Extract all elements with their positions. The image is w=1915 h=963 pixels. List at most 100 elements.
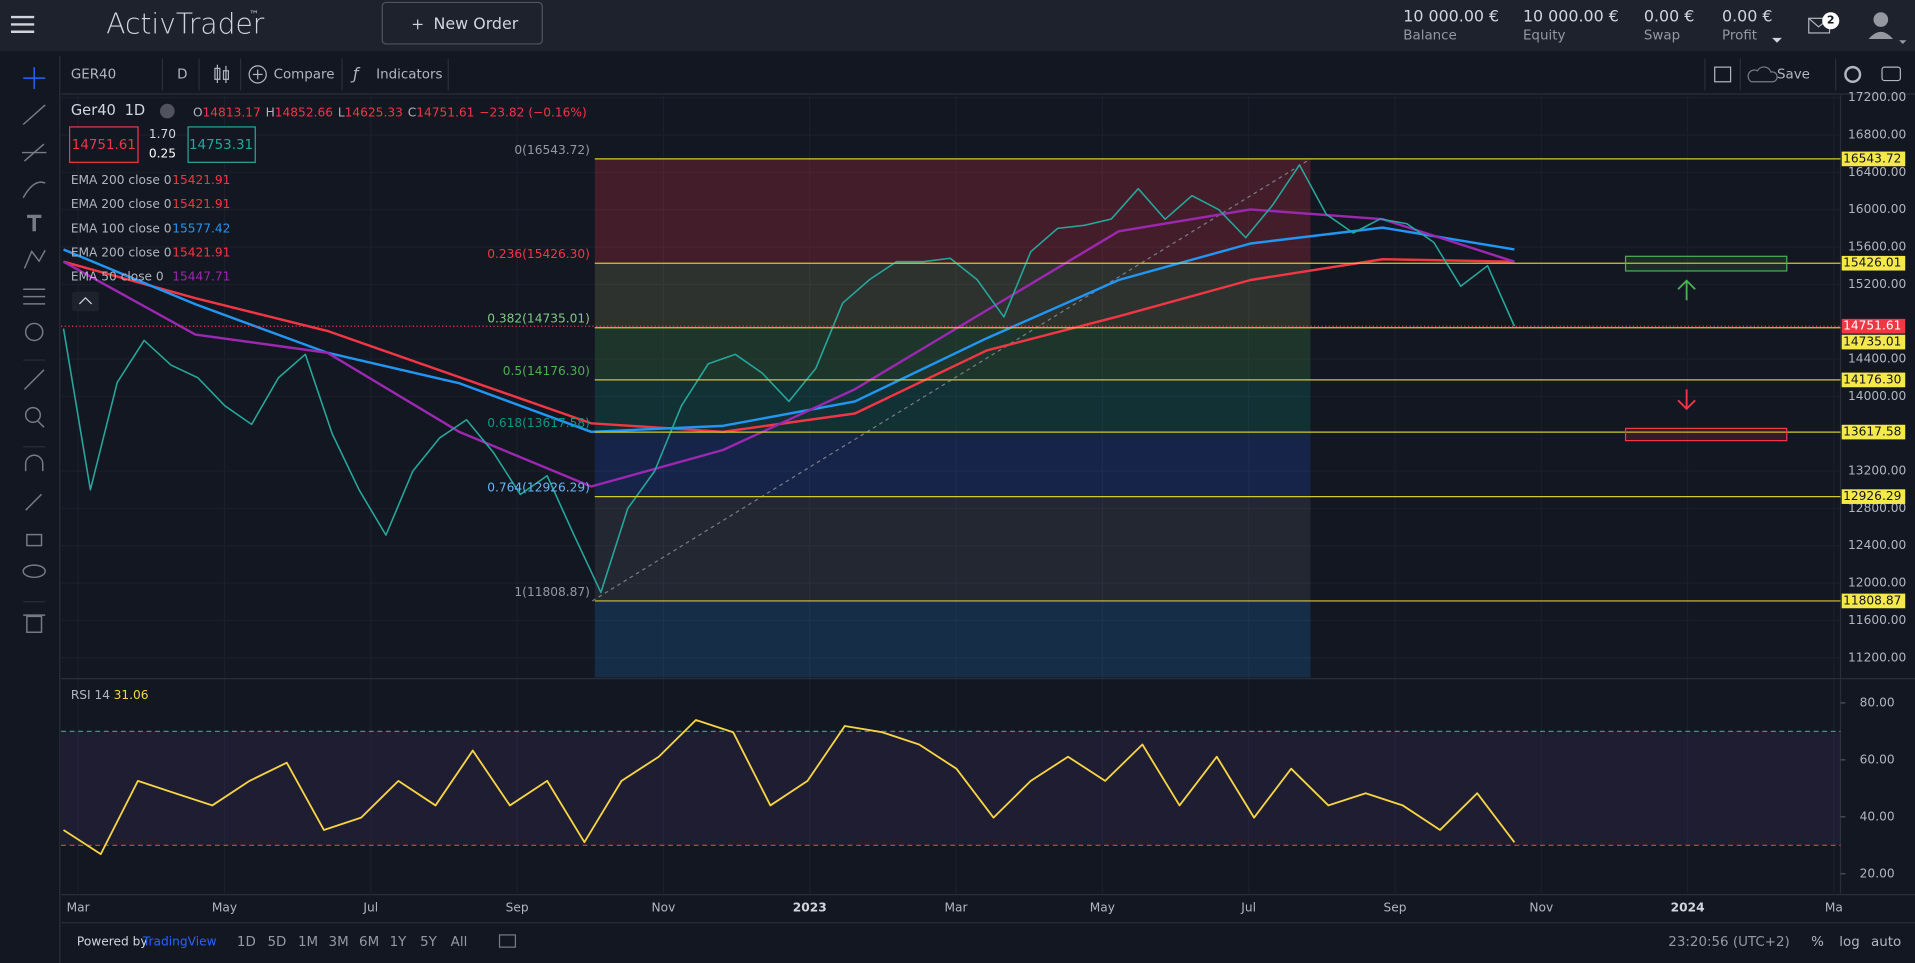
stat-label: Profit — [1722, 28, 1757, 43]
x-tick-label: Mar — [67, 901, 91, 915]
auto-toggle[interactable]: auto — [1871, 935, 1901, 950]
compare-label[interactable]: Compare — [274, 67, 335, 82]
y-tick-label: 11200.00 — [1848, 650, 1906, 664]
y-tick-label: 12400.00 — [1848, 538, 1906, 552]
x-tick-label: Mar — [945, 901, 969, 915]
bid[interactable]: 14751.61 — [72, 138, 136, 153]
stat-value: 10 000.00 € — [1403, 7, 1499, 26]
last-price-label: 14751.61 — [1843, 319, 1901, 333]
x-tick-label: Jul — [362, 901, 378, 915]
save-label[interactable]: Save — [1777, 67, 1810, 82]
y-tick-label: 13200.00 — [1848, 464, 1906, 478]
fib-zone — [595, 432, 1311, 497]
stat-value: 0.00 € — [1722, 7, 1772, 26]
range-button[interactable]: 1Y — [390, 935, 408, 950]
stat-value: 0.00 € — [1644, 7, 1694, 26]
indicator-name: EMA 200 close 0 — [71, 245, 172, 259]
y-tick-label: 16400.00 — [1848, 165, 1906, 179]
stat-label: Balance — [1403, 28, 1457, 43]
x-tick-label: 2023 — [793, 901, 827, 915]
indicator-value: 15421.91 — [172, 245, 230, 259]
x-tick-label: Nov — [1529, 901, 1553, 915]
y-tick-label: 15600.00 — [1848, 240, 1906, 254]
new-order-label[interactable]: New Order — [434, 14, 519, 33]
y-tick-label: 15200.00 — [1848, 277, 1906, 291]
ohlc: O14813.17H14852.66L14625.33C14751.61−23.… — [193, 105, 587, 119]
top-bar — [0, 0, 1915, 51]
range-button[interactable]: 1M — [298, 935, 318, 950]
rsi-tick-label: 40.00 — [1860, 809, 1895, 823]
fib-label: 0(16543.72) — [514, 143, 589, 157]
indicators-label[interactable]: Indicators — [376, 67, 442, 82]
rsi-label: RSI 14 — [71, 688, 110, 702]
legend-symbol: Ger40 — [71, 102, 116, 119]
stop-box[interactable] — [1626, 428, 1787, 440]
fib-extension — [595, 601, 1311, 677]
fib-tag-label: 16543.72 — [1843, 151, 1901, 165]
ohlc-key: O — [193, 105, 203, 119]
y-tick-label: 12000.00 — [1848, 576, 1906, 590]
ohlc-value: 14751.61 — [416, 105, 474, 119]
indicator-value: 15447.71 — [172, 270, 230, 284]
rsi-tick-label: 80.00 — [1860, 695, 1895, 709]
y-tick-label: 17200.00 — [1848, 90, 1906, 104]
collapse-legend[interactable] — [72, 292, 99, 312]
range-button[interactable]: 5Y — [420, 935, 438, 950]
ohlc-value: 14813.17 — [203, 105, 261, 119]
x-tick-label: May — [1090, 901, 1115, 915]
powered-by: Powered by — [77, 935, 148, 949]
fib-label: 0.764(12926.29) — [487, 481, 590, 495]
fib-tag-label: 15426.01 — [1843, 256, 1901, 270]
fib-label: 0.618(13617.58) — [487, 416, 590, 430]
notification-count: 2 — [1827, 14, 1835, 27]
fib-tag-label: 14176.30 — [1843, 372, 1901, 386]
fib-tag-label: 13617.58 — [1843, 425, 1901, 439]
x-tick-label: Sep — [506, 901, 529, 915]
rsi-value: 31.06 — [114, 688, 149, 702]
log-toggle[interactable]: log — [1839, 935, 1859, 950]
percent-toggle[interactable]: % — [1811, 935, 1824, 950]
y-tick-label: 11600.00 — [1848, 613, 1906, 627]
ohlc-key: C — [408, 105, 417, 119]
stat-label: Swap — [1644, 28, 1680, 43]
fib-label: 0.236(15426.30) — [487, 247, 590, 261]
range-button[interactable]: 3M — [329, 935, 349, 950]
y-tick-label: 16800.00 — [1848, 127, 1906, 141]
ohlc-change: −23.82 (−0.16%) — [479, 105, 586, 119]
indicator-name: EMA 100 close 0 — [71, 221, 172, 235]
x-tick-label: Ma — [1825, 901, 1843, 915]
ohlc-value: 14852.66 — [275, 105, 333, 119]
indicator-name: EMA 200 close 0 — [71, 197, 172, 211]
range-button[interactable]: 6M — [359, 935, 379, 950]
stat-label: Equity — [1523, 28, 1566, 43]
ask[interactable]: 14753.31 — [189, 138, 253, 153]
range-button[interactable]: 5D — [267, 935, 286, 950]
x-tick-label: Sep — [1383, 901, 1406, 915]
symbol-select[interactable]: GER40 — [71, 67, 116, 82]
rsi-tick-label: 60.00 — [1860, 752, 1895, 766]
take-profit-box[interactable] — [1626, 256, 1787, 271]
fib-zone — [595, 263, 1311, 328]
y-tick-label: 16000.00 — [1848, 202, 1906, 216]
fib-label: 0.5(14176.30) — [503, 364, 590, 378]
ohlc-key: H — [266, 105, 275, 119]
indicator-name: EMA 50 close 0 — [71, 270, 164, 284]
interval-select[interactable]: D — [177, 67, 187, 82]
indicator-name: EMA 200 close 0 — [71, 173, 172, 187]
rsi-tick-label: 20.00 — [1860, 866, 1895, 880]
fib-tag-label: 12926.29 — [1843, 489, 1901, 503]
indicator-value: 15421.91 — [172, 173, 230, 187]
spread: 0.25 — [149, 146, 176, 160]
ohlc-value: 14625.33 — [345, 105, 403, 119]
y-tick-label: 14400.00 — [1848, 352, 1906, 366]
x-tick-label: Jul — [1240, 901, 1256, 915]
legend-toggle[interactable] — [160, 104, 175, 119]
brand-link[interactable]: TradingView — [142, 935, 217, 949]
range-button[interactable]: 1D — [237, 935, 256, 950]
y-tick-label: 14000.00 — [1848, 389, 1906, 403]
range-button[interactable]: All — [451, 935, 468, 950]
svg-text:T: T — [27, 212, 41, 236]
fib-zone — [595, 380, 1311, 432]
